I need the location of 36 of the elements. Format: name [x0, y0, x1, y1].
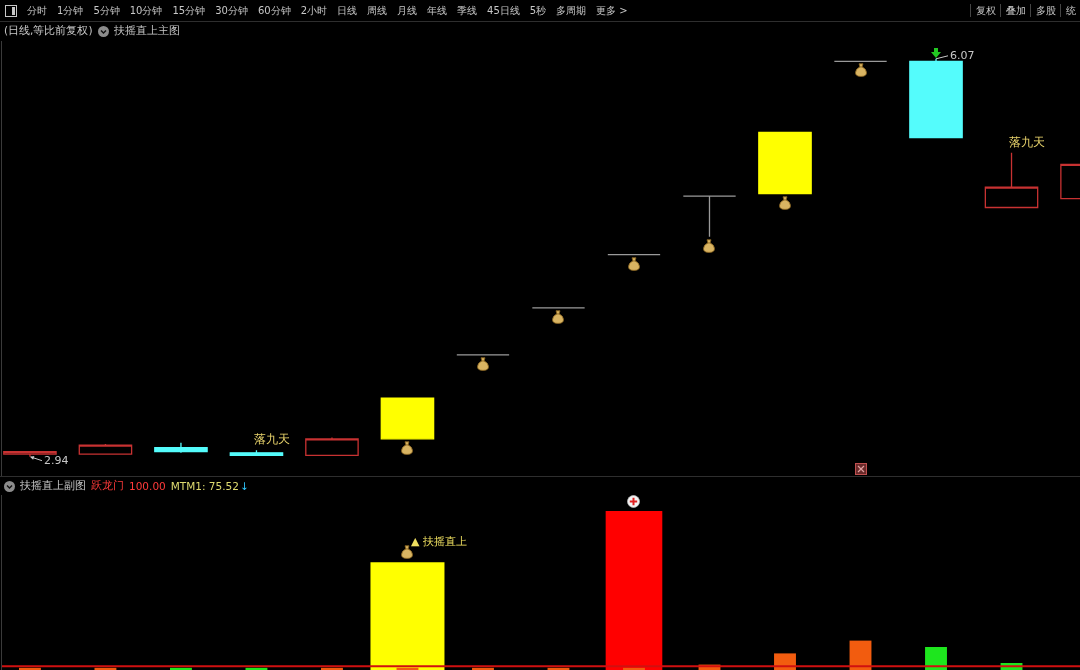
text: 100.00: [129, 480, 166, 492]
text: 45日线: [487, 4, 520, 17]
bar: [18, 667, 41, 670]
bar: [472, 667, 494, 670]
bar: [170, 667, 192, 670]
chart-title: 扶摇直上副图: [20, 479, 86, 493]
text: 5分钟: [93, 4, 120, 17]
text: 周线: [367, 4, 388, 17]
text: 2小时: [300, 4, 328, 17]
text: 10分钟: [129, 4, 163, 17]
bar: [94, 667, 117, 670]
text: 季线: [457, 4, 478, 17]
bar: [370, 562, 445, 670]
bar: [925, 647, 947, 670]
text: ↓: [239, 480, 249, 492]
text: 统: [1060, 4, 1080, 17]
text: MTM1: 75.52: [170, 480, 239, 492]
annotation: ▲ 扶摇直上: [411, 535, 467, 548]
text: 15分钟: [172, 4, 206, 17]
text: 更多 >: [596, 4, 628, 17]
text: 跃龙门: [91, 479, 124, 493]
bar: [605, 511, 663, 670]
text: 60分钟: [257, 4, 291, 17]
bar: [623, 667, 645, 670]
text: 年线: [427, 4, 448, 17]
text: 多股: [1030, 4, 1060, 17]
text: 30分钟: [215, 4, 248, 17]
text: 叠加: [1000, 4, 1030, 17]
text: 1分钟: [57, 4, 84, 17]
text: 月线: [397, 4, 418, 17]
text: 分时: [27, 4, 47, 17]
text: 多周期: [556, 4, 587, 17]
bar: [321, 667, 343, 670]
text: 日线: [337, 4, 358, 17]
text: 复权: [970, 4, 1000, 17]
text: 5秒: [529, 4, 547, 17]
